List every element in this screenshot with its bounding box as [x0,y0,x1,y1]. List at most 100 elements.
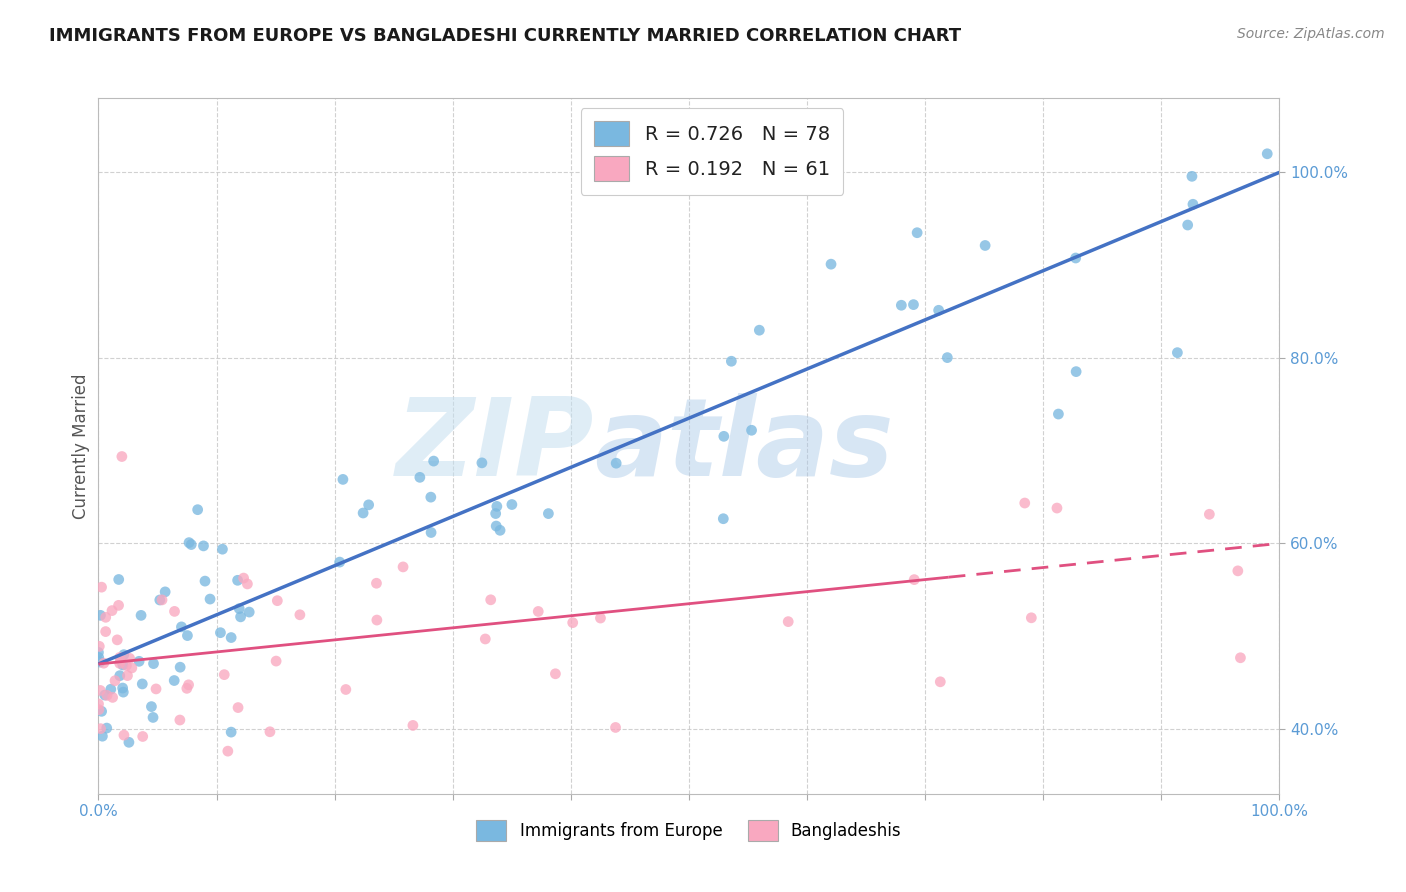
Point [108,657,131,671]
Point [93,656,115,670]
Point [111,681,134,695]
Point [108,650,131,665]
Point [194,574,217,588]
Point [149,593,172,607]
Point [1256,146,1278,161]
Point [112,648,135,662]
Point [87,645,110,659]
Point [87,650,110,665]
Point [1046,501,1069,516]
Point [1226,564,1249,578]
Point [87,697,110,711]
Point [94,688,117,702]
Point [110,653,132,667]
Point [226,700,249,714]
Point [748,323,770,337]
Point [177,678,200,692]
Point [193,539,215,553]
Point [219,725,242,739]
Point [527,604,550,618]
Point [544,666,567,681]
Point [176,629,198,643]
Text: ZIP: ZIP [396,393,595,499]
Point [264,654,287,668]
Point [238,605,260,619]
Point [1064,251,1087,265]
Point [259,724,281,739]
Point [479,592,502,607]
Point [720,354,742,368]
Point [150,593,173,607]
Point [198,592,221,607]
Point [420,525,443,540]
Point [169,713,191,727]
Point [903,297,925,311]
Point [905,226,928,240]
Point [974,238,997,252]
Point [266,593,288,607]
Point [217,744,239,758]
Point [89,683,111,698]
Point [1047,407,1070,421]
Point [903,573,925,587]
Point [820,257,842,271]
Point [101,690,124,705]
Point [229,610,252,624]
Point [561,615,583,630]
Point [87,703,110,717]
Point [366,576,388,591]
Point [713,429,735,443]
Point [366,613,388,627]
Text: IMMIGRANTS FROM EUROPE VS BANGLADESHI CURRENTLY MARRIED CORRELATION CHART: IMMIGRANTS FROM EUROPE VS BANGLADESHI CU… [49,27,962,45]
Text: Source: ZipAtlas.com: Source: ZipAtlas.com [1237,27,1385,41]
Point [89,655,111,669]
Point [90,704,112,718]
Point [741,423,763,437]
Point [711,512,734,526]
Point [90,580,112,594]
Point [489,524,512,538]
Point [228,601,250,615]
Point [111,658,134,673]
Point [177,535,200,549]
Point [101,604,124,618]
Point [501,498,523,512]
Point [105,632,128,647]
Point [94,624,117,639]
Point [118,735,141,749]
Point [392,560,415,574]
Point [94,610,117,624]
Point [90,722,112,736]
Point [131,677,153,691]
Point [1064,365,1087,379]
Point [402,718,425,732]
Point [1198,508,1220,522]
Point [936,351,959,365]
Point [1166,345,1188,359]
Point [128,654,150,668]
Point [111,450,134,464]
Point [142,657,165,671]
Point [163,604,186,618]
Point [209,625,232,640]
Legend: Immigrants from Europe, Bangladeshis: Immigrants from Europe, Bangladeshis [470,814,908,848]
Point [211,542,233,557]
Point [589,611,612,625]
Point [928,303,950,318]
Point [474,632,496,646]
Point [219,631,242,645]
Point [180,537,202,551]
Point [335,682,357,697]
Point [226,574,249,588]
Point [131,730,153,744]
Point [422,454,444,468]
Point [104,673,127,688]
Point [214,667,236,681]
Point [118,651,141,665]
Point [485,519,508,533]
Point [112,728,135,742]
Point [929,674,952,689]
Point [537,507,560,521]
Point [107,599,129,613]
Point [89,640,111,654]
